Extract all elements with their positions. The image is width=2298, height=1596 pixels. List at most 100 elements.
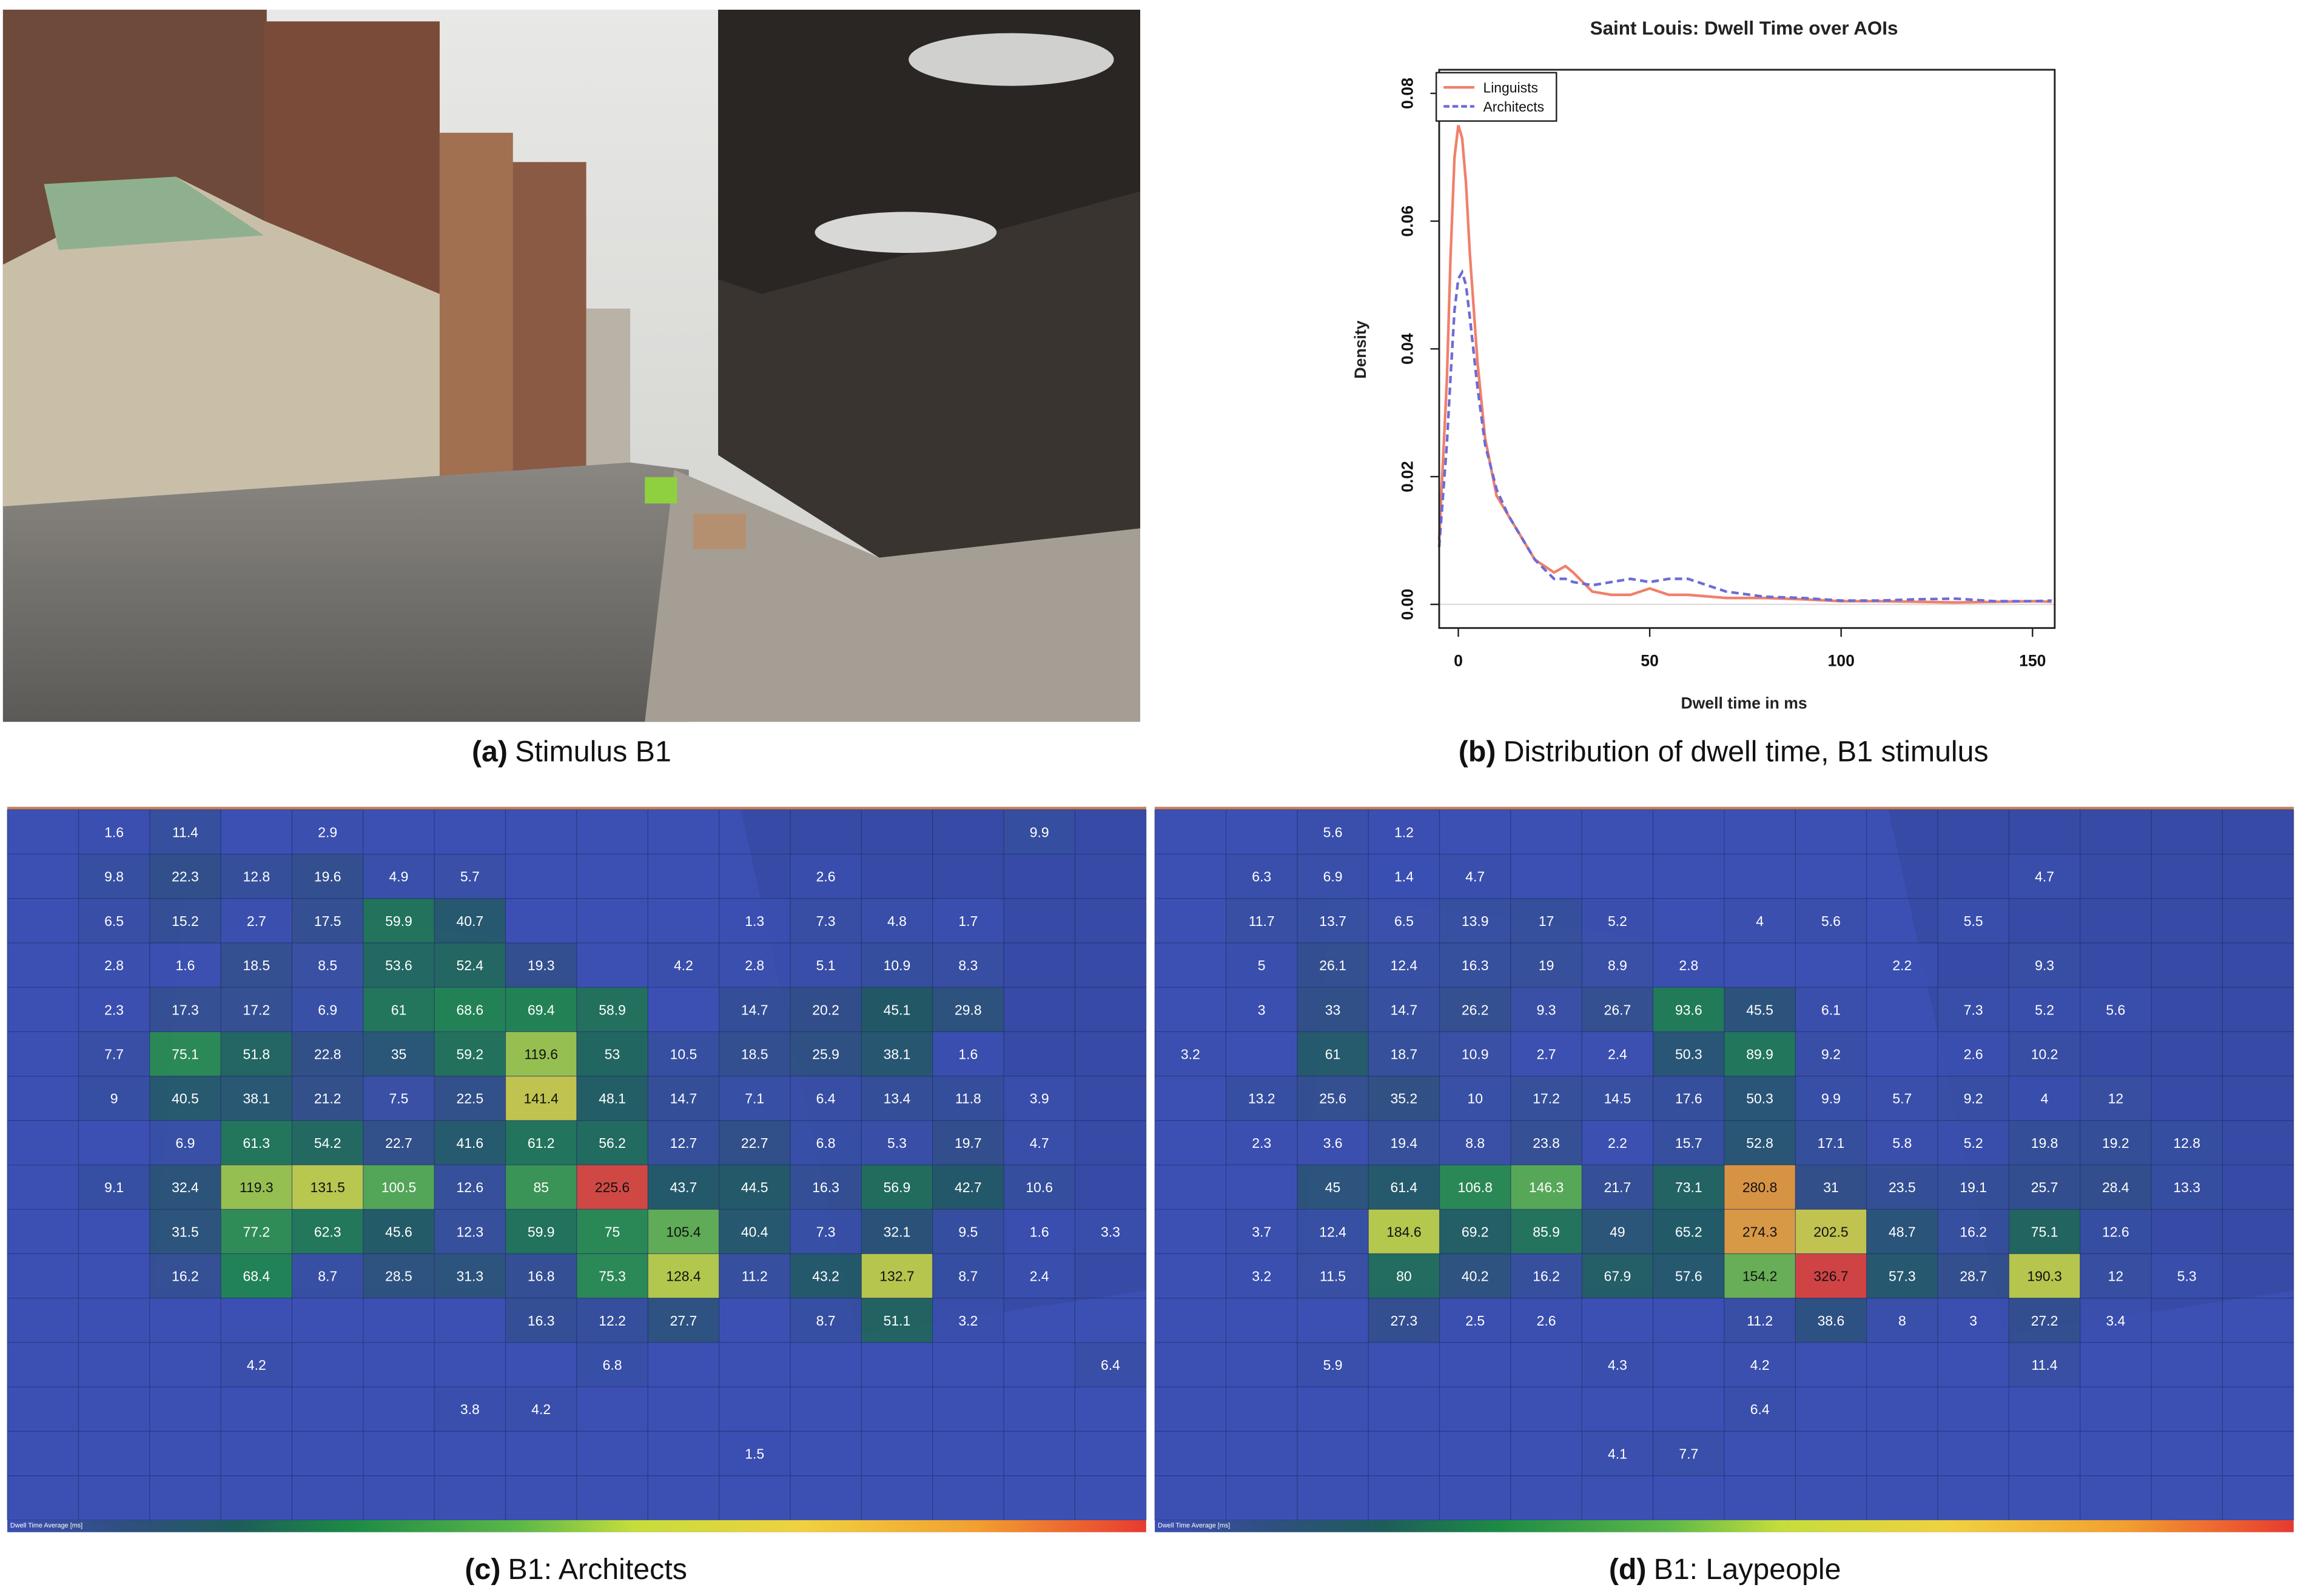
heat-cell: [932, 942, 1004, 988]
heat-cell: [1439, 1165, 1511, 1210]
cell-value: 17: [1539, 913, 1554, 929]
heat-cell: [1582, 1165, 1653, 1210]
cell-value: 18.5: [243, 957, 270, 973]
cell-value: 19.2: [2102, 1135, 2129, 1151]
heat-cell: [1724, 1031, 1796, 1076]
cell-value: 3.8: [460, 1401, 480, 1417]
heat-cell: [363, 854, 435, 899]
cell-value: 106.8: [1458, 1179, 1493, 1195]
heat-cell: [363, 1031, 435, 1076]
cell-value: 7.3: [816, 913, 836, 929]
heat-cell: [1866, 1120, 1938, 1165]
cell-value: 6.9: [1323, 869, 1343, 885]
heat-cell: [221, 942, 292, 988]
heat-cell: [149, 1076, 221, 1121]
cell-value: 128.4: [666, 1269, 701, 1284]
cell-value: 1.5: [745, 1446, 764, 1461]
chart-title: Saint Louis: Dwell Time over AOIs: [1590, 18, 1898, 39]
heat-cell: [719, 1253, 790, 1298]
heat-cell: [1368, 1253, 1440, 1298]
heat-cell: [149, 810, 221, 854]
cell-value: 12.7: [670, 1135, 697, 1151]
cell-value: 28.7: [1960, 1269, 1987, 1284]
cell-value: 184.6: [1386, 1224, 1421, 1239]
cell-value: 132.7: [879, 1269, 914, 1284]
cell-value: 43.2: [812, 1269, 839, 1284]
legend-label: Linguists: [1483, 79, 1538, 95]
colorbar: [1155, 1520, 2294, 1532]
cell-value: 5.8: [1892, 1135, 1912, 1151]
cell-value: 16.3: [528, 1313, 555, 1329]
heat-cell: [648, 1209, 719, 1254]
cell-value: 75.1: [2031, 1224, 2058, 1239]
cell-value: 19.4: [1391, 1135, 1418, 1151]
heat-cell: [1724, 987, 1796, 1032]
heat-cell: [1439, 1031, 1511, 1076]
heat-cell: [149, 1120, 221, 1165]
cell-value: 16.3: [1462, 957, 1489, 973]
cell-value: 31.3: [457, 1269, 484, 1284]
heat-cell: [292, 854, 363, 899]
cell-value: 19.3: [528, 957, 555, 973]
heat-cell: [790, 1165, 862, 1210]
heat-cell: [1003, 1253, 1075, 1298]
heat-cell: [1510, 1298, 1582, 1343]
cell-value: 9.9: [1030, 824, 1049, 840]
heat-cell: [790, 854, 862, 899]
heat-cell: [1510, 1031, 1582, 1076]
heat-cell: [576, 1342, 648, 1387]
cell-value: 5.7: [460, 869, 480, 885]
heat-cell: [932, 1298, 1004, 1343]
heat-cell: [1439, 1298, 1511, 1343]
heat-cell: [149, 1253, 221, 1298]
cell-value: 9.2: [1964, 1091, 1983, 1107]
cell-value: 5.2: [1964, 1135, 1983, 1151]
cell-value: 40.2: [1462, 1269, 1489, 1284]
cell-value: 4.1: [1608, 1446, 1627, 1461]
cell-value: 27.7: [670, 1313, 697, 1329]
caption: (c) B1: Architects: [465, 1553, 687, 1586]
cell-value: 326.7: [1813, 1269, 1848, 1284]
cell-value: 12.4: [1391, 957, 1418, 973]
cell-value: 38.1: [243, 1091, 270, 1107]
heat-cell: [149, 1165, 221, 1210]
heat-cell: [719, 1076, 790, 1121]
heat-cell: [1439, 942, 1511, 988]
cell-value: 11.5: [1320, 1269, 1346, 1284]
heat-cell: [790, 1209, 862, 1254]
cell-value: 25.6: [1319, 1091, 1346, 1107]
cell-value: 18.5: [741, 1047, 768, 1062]
heat-cell: [1226, 1209, 1297, 1254]
heat-cell: [149, 1031, 221, 1076]
heat-cell: [434, 854, 506, 899]
cell-value: 3.2: [1252, 1269, 1271, 1284]
heat-cell: [1795, 1031, 1867, 1076]
cell-value: 75: [605, 1224, 620, 1239]
heat-cell: [1510, 1253, 1582, 1298]
cell-value: 4.7: [1030, 1135, 1049, 1151]
cell-value: 4: [1756, 913, 1764, 929]
heat-cell: [932, 1031, 1004, 1076]
heat-cell: [1439, 854, 1511, 899]
cell-value: 22.7: [385, 1135, 412, 1151]
cell-value: 5.3: [2177, 1269, 2197, 1284]
heat-cell: [149, 987, 221, 1032]
heat-cell: [78, 1165, 150, 1210]
heat-cell: [221, 1209, 292, 1254]
cell-value: 3.9: [1030, 1091, 1049, 1107]
cell-value: 2.8: [104, 957, 124, 973]
heat-cell: [78, 810, 150, 854]
stimulus-photo: [2, 9, 1141, 722]
legend-box: [1435, 72, 1557, 122]
cell-value: 23.5: [1889, 1179, 1916, 1195]
cell-value: 5.2: [1608, 913, 1627, 929]
cell-value: 2.6: [1964, 1047, 1983, 1062]
cell-value: 2.8: [745, 957, 764, 973]
cell-value: 12.6: [2102, 1224, 2129, 1239]
cell-value: 59.2: [457, 1047, 484, 1062]
cell-value: 5.7: [1892, 1091, 1912, 1107]
heat-cell: [363, 1253, 435, 1298]
heat-cell: [1368, 942, 1440, 988]
cell-value: 26.7: [1604, 1002, 1631, 1018]
